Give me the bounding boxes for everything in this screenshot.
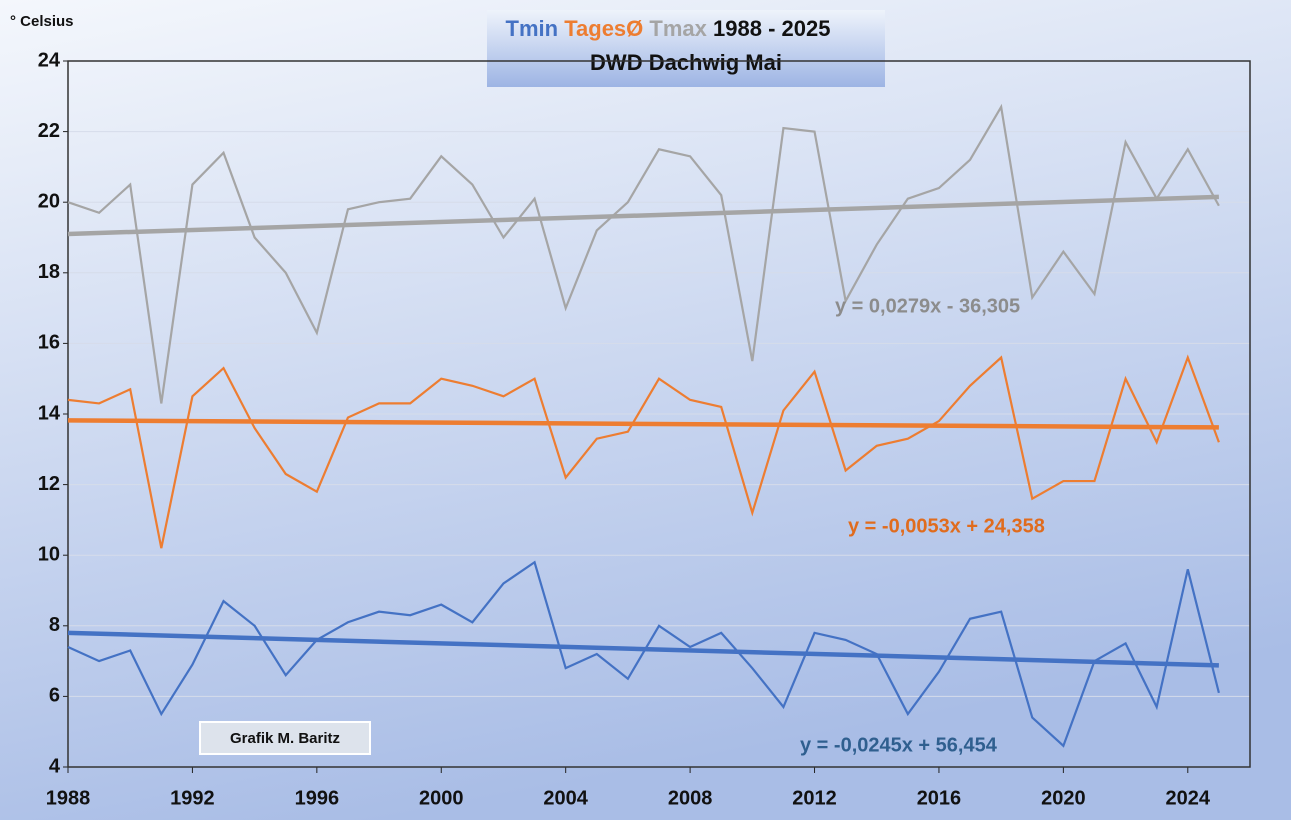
legend-entry: Tmax <box>649 16 707 41</box>
x-tick-label: 1988 <box>46 787 91 809</box>
plot-border <box>67 60 1251 768</box>
x-tick-label: 2012 <box>792 787 837 809</box>
x-tick-label: 2000 <box>419 787 464 809</box>
x-tick-label: 2008 <box>668 787 713 809</box>
y-tick-label: 24 <box>38 49 61 71</box>
y-tick-label: 14 <box>38 402 61 424</box>
x-tick-label: 1992 <box>170 787 215 809</box>
legend-entry: Tmin <box>506 16 559 41</box>
x-tick-label: 2004 <box>543 787 588 809</box>
credit: Grafik M. Baritz <box>230 730 340 747</box>
trend-line <box>67 194 1219 237</box>
x-tick-label: 2016 <box>917 787 962 809</box>
trend-equation: y = 0,0279x - 36,305 <box>835 295 1020 317</box>
y-tick-label: 10 <box>38 543 60 565</box>
credit-box <box>199 721 371 755</box>
title-text: 1988 - 2025 <box>713 16 830 41</box>
y-tick-label: 22 <box>38 120 60 142</box>
series-line <box>67 354 1220 549</box>
legend-entry: TagesØ <box>564 16 643 41</box>
series-line <box>67 560 1220 748</box>
x-tick-label: 1996 <box>295 787 340 809</box>
y-tick-label: 4 <box>49 755 61 777</box>
title-box <box>487 10 885 87</box>
trend-equation: y = -0,0245x + 56,454 <box>800 734 998 756</box>
x-tick-label: 2024 <box>1166 787 1211 809</box>
y-tick-label: 6 <box>49 685 60 707</box>
series-line <box>67 103 1220 404</box>
chart-title: Tmin TagesØ Tmax 1988 - 2025 <box>506 16 831 41</box>
chart-subtitle: DWD Dachwig Mai <box>590 50 782 75</box>
trend-line <box>67 630 1219 668</box>
y-tick-label: 16 <box>38 332 60 354</box>
y-tick-label: 18 <box>38 261 60 283</box>
y-tick-label: 8 <box>49 614 60 636</box>
trend-line <box>67 418 1219 430</box>
y-tick-label: 20 <box>38 190 60 212</box>
x-tick-label: 2020 <box>1041 787 1086 809</box>
trend-equation: y = -0,0053x + 24,358 <box>848 515 1045 537</box>
y-axis-label: ° Celsius <box>10 13 74 30</box>
y-tick-label: 12 <box>38 473 60 495</box>
